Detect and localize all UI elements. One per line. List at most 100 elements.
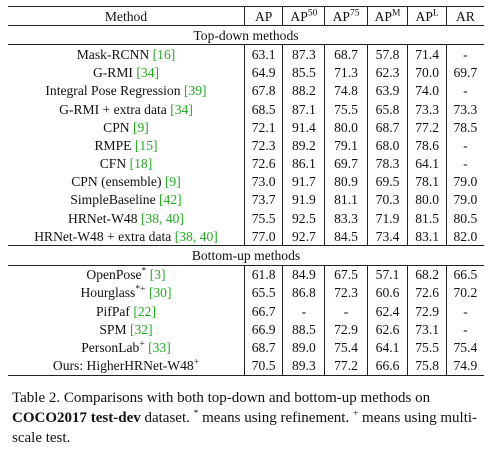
value-cell: 64.1 [366, 338, 408, 357]
value-cell: 79.0 [445, 172, 484, 191]
value-cell: 74.0 [407, 81, 447, 100]
citation-link[interactable]: [16] [152, 46, 176, 62]
value-cell: 72.6 [243, 154, 283, 173]
section-title: Bottom-up methods [8, 245, 484, 266]
method-name: HRNet-W48 [68, 210, 138, 226]
header-col: AP [243, 5, 283, 27]
value-cell: 75.5 [243, 209, 283, 228]
value-cell: 88.5 [282, 320, 325, 339]
value-cell: 57.1 [366, 265, 408, 284]
value-cell: 66.6 [366, 356, 408, 376]
citation-link[interactable]: [42] [159, 192, 182, 208]
table-row: OpenPose* [3] 61.8 84.9 67.5 57.1 68.2 66.5 [8, 265, 484, 284]
value-cell: 64.1 [407, 154, 447, 173]
value-cell: 63.9 [366, 81, 408, 100]
value-cell: 87.3 [282, 44, 325, 64]
value-cell: 68.7 [366, 118, 408, 137]
value-cell: 72.9 [407, 302, 447, 321]
citation-link[interactable]: [38, 40] [140, 210, 184, 226]
method-name: Integral Pose Regression [45, 83, 181, 99]
table-row: Integral Pose Regression [39] 67.8 88.2 74.… [8, 81, 484, 100]
citation-link[interactable]: [39] [183, 83, 207, 99]
value-cell: 86.1 [282, 154, 325, 173]
value-cell: 73.1 [407, 320, 447, 339]
table-caption: Table 2. Comparisons with both top-down … [12, 388, 482, 448]
value-cell: 60.6 [366, 283, 408, 302]
table-header-row: Method AP AP50 AP75 APM APL AR [8, 5, 484, 27]
citation-link[interactable]: [30] [148, 285, 172, 301]
value-cell: - [445, 136, 484, 155]
value-cell: 64.9 [243, 63, 283, 82]
citation-link[interactable]: [33] [148, 339, 171, 355]
caption-dataset: COCO2017 test-dev [12, 410, 141, 426]
value-cell: 77.2 [407, 118, 447, 137]
value-cell: 89.2 [282, 136, 325, 155]
value-cell: 80.9 [324, 172, 368, 191]
value-cell: 83.1 [407, 227, 447, 247]
value-cell: 65.8 [366, 99, 408, 119]
method-mark: *+ [135, 284, 146, 295]
section-header-row: Top-down methods [8, 25, 484, 46]
value-cell: 75.8 [407, 356, 447, 376]
citation-link[interactable]: [22] [133, 303, 157, 319]
citation-link[interactable]: [18] [129, 156, 153, 172]
table-row: CPN [9] 72.1 91.4 80.0 68.7 77.2 78.5 [8, 118, 484, 137]
method-name: Hourglass [80, 285, 136, 301]
value-cell: 69.7 [324, 154, 368, 173]
method-cell: Mask-RCNN [16] [8, 45, 244, 64]
table-row: HRNet-W48 [38, 40] 75.5 92.5 83.3 71.9 81.5 80… [8, 209, 484, 228]
header-method: Method [8, 5, 245, 27]
value-cell: 75.5 [407, 338, 447, 357]
citation-link[interactable]: [38, 40] [174, 228, 218, 244]
method-cell: SimpleBaseline [42] [8, 191, 244, 209]
method-name: Mask-RCNN [76, 46, 150, 62]
value-cell: 74.8 [324, 81, 368, 100]
citation-link[interactable]: [3] [149, 267, 166, 283]
value-cell: 87.1 [282, 99, 325, 119]
method-name: Ours: HigherHRNet-W48 [52, 358, 194, 374]
method-cell: CFN [18] [8, 155, 244, 173]
value-cell: 92.7 [282, 227, 325, 247]
value-cell: 57.8 [366, 44, 408, 64]
value-cell: 73.4 [366, 227, 408, 247]
method-name: RMPE [94, 137, 132, 153]
citation-link[interactable]: [9] [132, 119, 149, 135]
header-col: APM [366, 5, 408, 27]
value-cell: 88.2 [282, 81, 325, 100]
method-mark: + [139, 339, 145, 350]
value-cell: 71.9 [366, 209, 408, 228]
citation-link[interactable]: [34] [170, 101, 193, 117]
value-cell: 62.6 [366, 320, 408, 339]
method-name: OpenPose [86, 267, 142, 283]
caption-star-mark: * [193, 409, 199, 419]
method-name: CPN (ensemble) [71, 174, 162, 190]
method-name: SPM [99, 321, 127, 337]
citation-link[interactable]: [34] [136, 65, 160, 81]
value-cell: 80.0 [324, 118, 368, 137]
citation-link[interactable]: [9] [164, 174, 181, 190]
header-col-base: AP [290, 8, 308, 24]
table-row: HRNet-W48 + extra data [38, 40] 77.0 92.7 8… [8, 227, 484, 247]
method-cell: SPM [32] [8, 320, 244, 338]
method-name: PifPaf [95, 303, 130, 319]
table-row: SPM [32] 66.9 88.5 72.9 62.6 73.1- [8, 320, 484, 339]
value-cell: 79.0 [445, 190, 484, 210]
value-cell: 72.9 [324, 320, 368, 339]
value-cell: 89.3 [282, 356, 325, 376]
header-col: AP75 [324, 5, 368, 27]
header-col: AR [445, 5, 484, 27]
value-cell: 72.3 [324, 283, 368, 302]
table-row: Mask-RCNN [16] 63.1 87.3 68.7 57.8 71.4- [8, 44, 484, 64]
method-cell: G-RMI + extra data [34] [8, 100, 244, 118]
citation-link[interactable]: [15] [134, 137, 158, 153]
method-cell: OpenPose* [3] [8, 265, 244, 284]
value-cell: 78.3 [366, 154, 408, 173]
table-row: PifPaf [22] 66.7- -62.4 72.9- [8, 302, 484, 321]
section-title: Top-down methods [8, 25, 484, 46]
value-cell: 86.8 [282, 283, 325, 302]
citation-link[interactable]: [32] [129, 321, 153, 337]
caption-plus-mark: + [352, 409, 359, 419]
value-cell: 68.7 [243, 338, 283, 357]
header-col-base: AP [332, 8, 350, 24]
